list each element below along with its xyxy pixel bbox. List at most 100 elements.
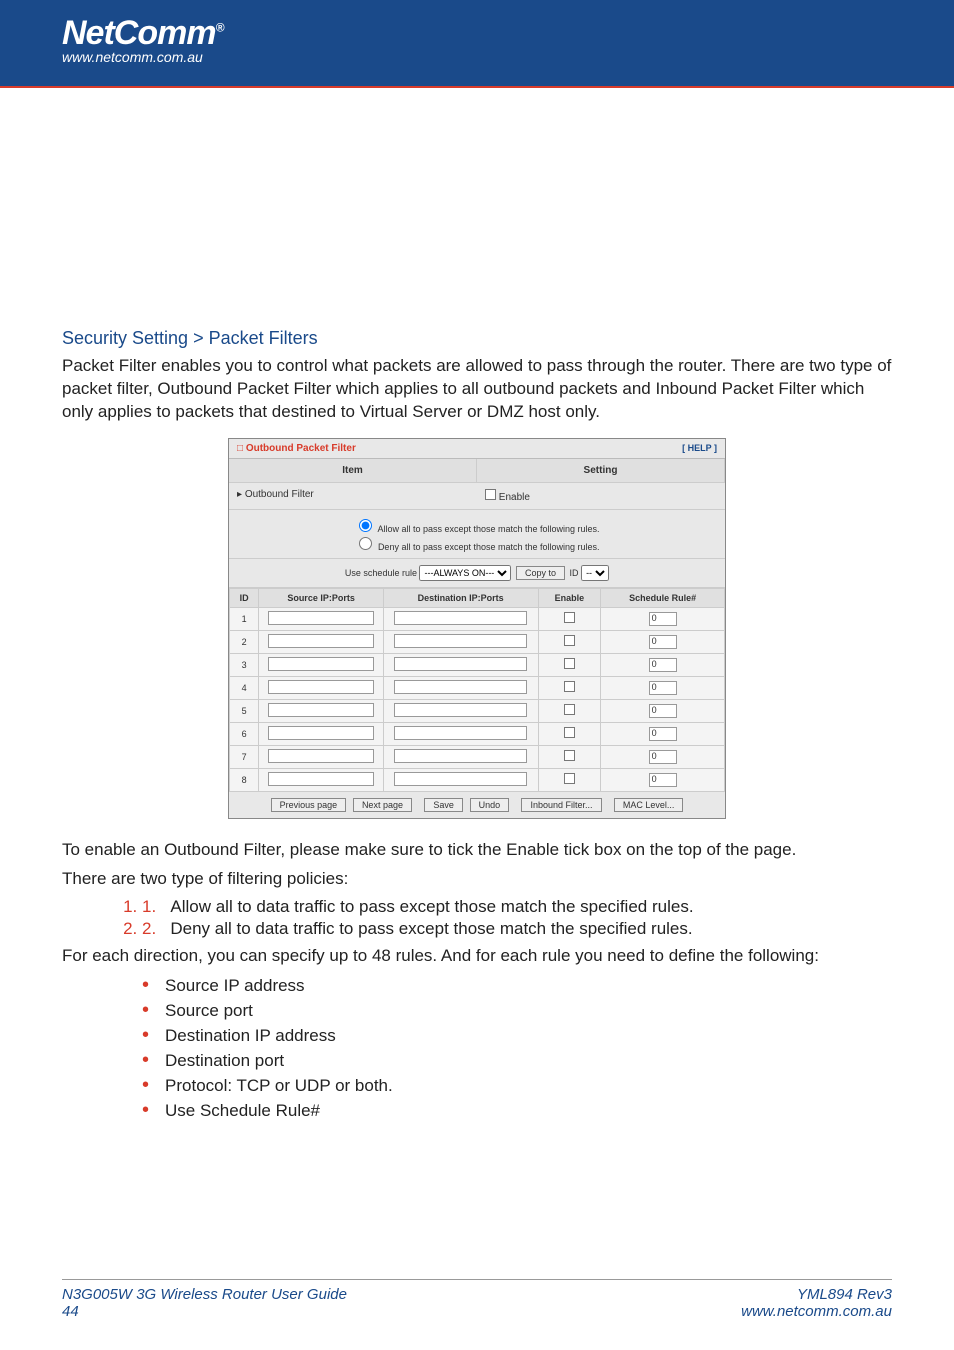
brand-text: NetComm	[62, 14, 216, 52]
sched-input[interactable]: 0	[649, 612, 677, 626]
schedule-select[interactable]: ---ALWAYS ON---	[419, 565, 511, 581]
sched-input[interactable]: 0	[649, 704, 677, 718]
sched-input[interactable]: 0	[649, 773, 677, 787]
registered-mark: ®	[216, 21, 224, 35]
cell-id: 4	[230, 676, 259, 699]
panel-titlebar: □ Outbound Packet Filter [ HELP ]	[229, 439, 725, 459]
cell-dst	[383, 745, 538, 768]
inbound-button[interactable]: Inbound Filter...	[521, 798, 601, 812]
section-breadcrumb: Security Setting > Packet Filters	[62, 328, 892, 349]
src-input[interactable]	[268, 772, 374, 786]
enable-checkbox[interactable]	[485, 489, 496, 500]
policy-1: 1. Allow all to data traffic to pass exc…	[142, 897, 892, 917]
dst-input[interactable]	[394, 611, 527, 625]
sched-input[interactable]: 0	[649, 727, 677, 741]
dst-input[interactable]	[394, 726, 527, 740]
header-row: Item Setting	[229, 459, 725, 483]
dst-input[interactable]	[394, 634, 527, 648]
button-row: Previous page Next page Save Undo Inboun…	[229, 792, 725, 818]
next-button[interactable]: Next page	[353, 798, 412, 812]
cell-src	[259, 768, 384, 791]
src-input[interactable]	[268, 703, 374, 717]
footer-rev: YML894 Rev3	[741, 1286, 892, 1303]
dst-input[interactable]	[394, 749, 527, 763]
th-dst: Destination IP:Ports	[383, 588, 538, 607]
header-bar: NetComm® www.netcomm.com.au	[0, 0, 954, 88]
policy-list: 1. Allow all to data traffic to pass exc…	[142, 897, 892, 939]
cell-enable	[538, 653, 601, 676]
brand-url: www.netcomm.com.au	[62, 49, 223, 65]
footer-right: YML894 Rev3 www.netcomm.com.au	[741, 1286, 892, 1320]
cell-enable	[538, 699, 601, 722]
table-row: 60	[230, 722, 725, 745]
radio-allow-label: Allow all to pass except those match the…	[377, 524, 599, 534]
radio-allow[interactable]	[359, 519, 372, 532]
id-select[interactable]: --	[581, 565, 609, 581]
cell-sched: 0	[601, 653, 725, 676]
cell-sched: 0	[601, 722, 725, 745]
dst-input[interactable]	[394, 680, 527, 694]
cell-dst	[383, 653, 538, 676]
cell-dst	[383, 676, 538, 699]
radio-deny[interactable]	[359, 537, 372, 550]
table-row: 80	[230, 768, 725, 791]
row-enable-checkbox[interactable]	[564, 681, 575, 692]
sched-input[interactable]: 0	[649, 658, 677, 672]
row-enable-checkbox[interactable]	[564, 658, 575, 669]
sched-input[interactable]: 0	[649, 750, 677, 764]
cell-sched: 0	[601, 745, 725, 768]
row-enable-checkbox[interactable]	[564, 704, 575, 715]
table-row: 30	[230, 653, 725, 676]
sched-input[interactable]: 0	[649, 635, 677, 649]
cell-enable	[538, 745, 601, 768]
dst-input[interactable]	[394, 657, 527, 671]
row-enable-checkbox[interactable]	[564, 750, 575, 761]
row-enable-checkbox[interactable]	[564, 727, 575, 738]
schedule-label: Use schedule rule	[345, 568, 417, 578]
fields-list: Source IP address Source port Destinatio…	[142, 974, 892, 1122]
outbound-filter-label: ▸ Outbound Filter	[229, 483, 477, 509]
src-input[interactable]	[268, 726, 374, 740]
field-dst-ip: Destination IP address	[142, 1024, 892, 1047]
enable-label: Enable	[499, 492, 530, 503]
copy-button[interactable]: Copy to	[516, 566, 565, 580]
cell-sched: 0	[601, 768, 725, 791]
prev-button[interactable]: Previous page	[271, 798, 347, 812]
row-enable-checkbox[interactable]	[564, 773, 575, 784]
post-p3: For each direction, you can specify up t…	[62, 945, 892, 968]
dst-input[interactable]	[394, 703, 527, 717]
page-footer: N3G005W 3G Wireless Router User Guide 44…	[62, 1279, 892, 1320]
src-input[interactable]	[268, 611, 374, 625]
post-p1: To enable an Outbound Filter, please mak…	[62, 839, 892, 862]
undo-button[interactable]: Undo	[470, 798, 510, 812]
cell-enable	[538, 630, 601, 653]
src-input[interactable]	[268, 634, 374, 648]
table-row: 50	[230, 699, 725, 722]
enable-row: ▸ Outbound Filter Enable	[229, 483, 725, 510]
cell-enable	[538, 676, 601, 699]
cell-src	[259, 676, 384, 699]
cell-id: 8	[230, 768, 259, 791]
help-link[interactable]: [ HELP ]	[682, 443, 717, 453]
table-row: 20	[230, 630, 725, 653]
th-id: ID	[230, 588, 259, 607]
row-enable-checkbox[interactable]	[564, 612, 575, 623]
mac-button[interactable]: MAC Level...	[614, 798, 684, 812]
cell-dst	[383, 722, 538, 745]
cell-enable	[538, 722, 601, 745]
cell-sched: 0	[601, 699, 725, 722]
sched-input[interactable]: 0	[649, 681, 677, 695]
footer-url: www.netcomm.com.au	[741, 1303, 892, 1320]
footer-title: N3G005W 3G Wireless Router User Guide	[62, 1286, 347, 1303]
src-input[interactable]	[268, 680, 374, 694]
cell-enable	[538, 607, 601, 630]
src-input[interactable]	[268, 657, 374, 671]
panel-title: □ Outbound Packet Filter	[237, 443, 356, 454]
save-button[interactable]: Save	[424, 798, 463, 812]
dst-input[interactable]	[394, 772, 527, 786]
row-enable-checkbox[interactable]	[564, 635, 575, 646]
field-schedule: Use Schedule Rule#	[142, 1099, 892, 1122]
src-input[interactable]	[268, 749, 374, 763]
outbound-panel: □ Outbound Packet Filter [ HELP ] Item S…	[228, 438, 726, 819]
intro-text: Packet Filter enables you to control wha…	[62, 355, 892, 424]
